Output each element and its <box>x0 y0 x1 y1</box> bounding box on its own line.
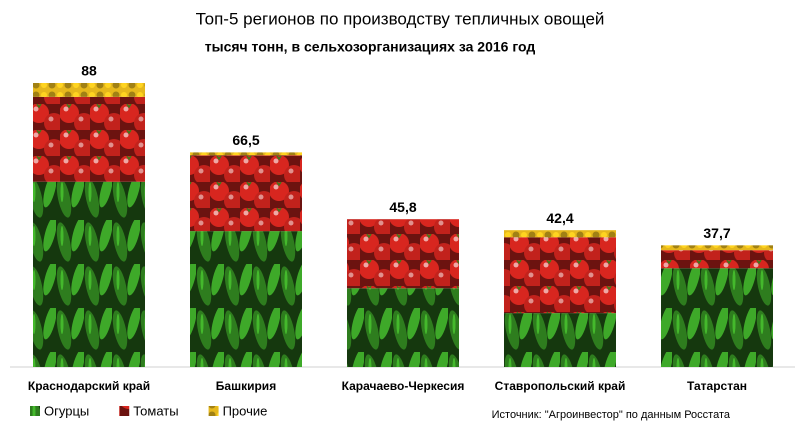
bar-segment <box>504 230 616 238</box>
x-tick-label: Башкирия <box>216 379 276 393</box>
bar-segment <box>190 155 302 232</box>
bar-segment <box>347 288 459 367</box>
x-tick-label: Татарстан <box>687 379 747 393</box>
value-label: 45,8 <box>389 199 416 215</box>
bar-segment <box>33 96 145 182</box>
value-label: 66,5 <box>232 132 259 148</box>
value-label: 37,7 <box>703 225 730 241</box>
legend-swatch <box>208 406 219 416</box>
bar-segment <box>661 250 773 269</box>
source-note: Источник: "Агроинвестор" по данным Росст… <box>492 409 731 421</box>
bar-segment <box>661 245 773 251</box>
bar-segment <box>190 152 302 156</box>
legend-label: Прочие <box>223 403 268 418</box>
bar-segment <box>504 237 616 314</box>
bar-segment <box>504 313 616 367</box>
chart-subtitle: тысяч тонн, в сельхозорганизациях за 201… <box>205 39 536 55</box>
bar-segment <box>190 231 302 367</box>
bar-segment <box>33 83 145 97</box>
x-tick-label: Краснодарский край <box>28 379 150 393</box>
legend-swatch <box>30 406 40 416</box>
legend-swatch <box>119 406 130 416</box>
bar-segment <box>661 268 773 367</box>
x-tick-label: Ставропольский край <box>495 379 626 393</box>
value-label: 88 <box>81 63 97 79</box>
legend-label: Огурцы <box>44 403 89 418</box>
bar-segment <box>347 219 459 289</box>
chart-title: Топ-5 регионов по производству тепличных… <box>196 9 605 28</box>
x-tick-label: Карачаево-Черкесия <box>342 379 465 393</box>
value-label: 42,4 <box>546 210 573 226</box>
legend-label: Томаты <box>133 403 178 418</box>
bar-segment <box>33 181 145 367</box>
